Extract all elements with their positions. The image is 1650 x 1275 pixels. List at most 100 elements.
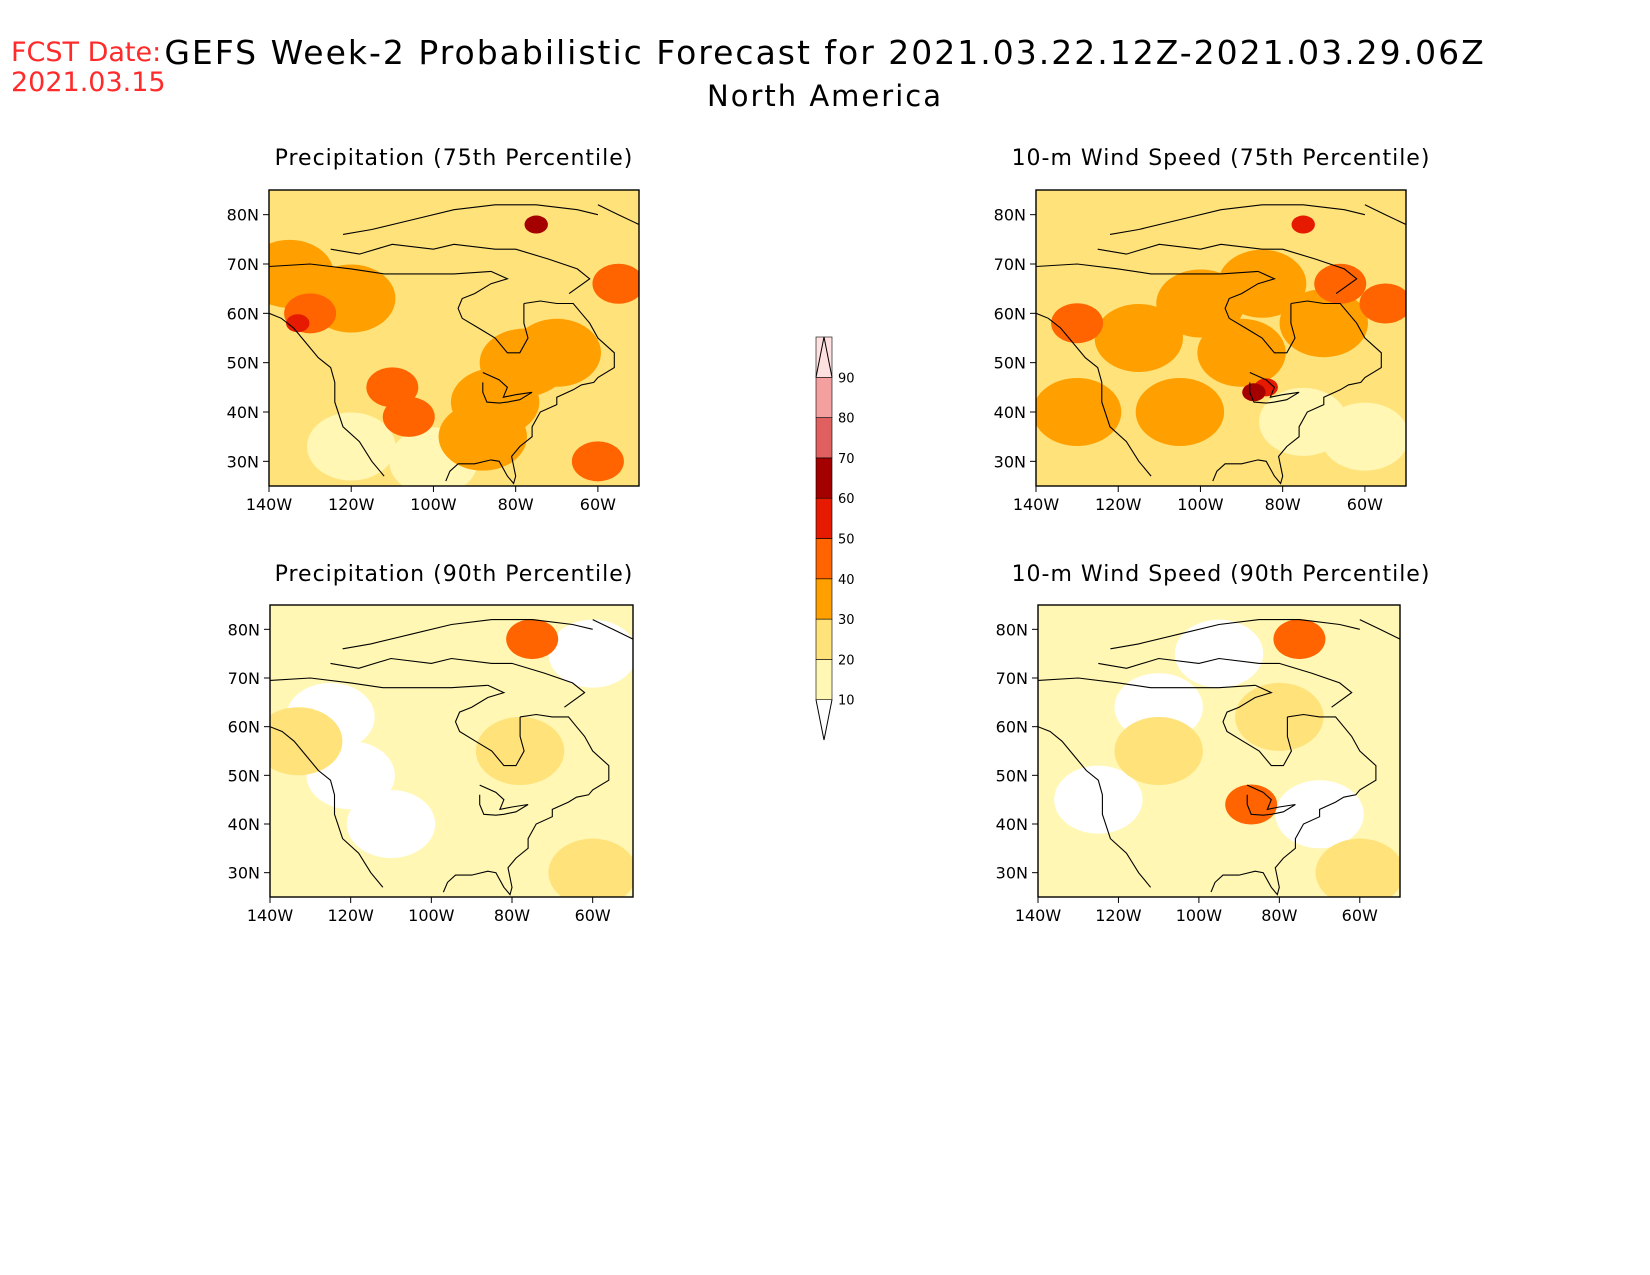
- coastline: [269, 312, 385, 477]
- coastline: [1036, 312, 1152, 477]
- colorbar-top-cap: [815, 336, 833, 378]
- probability-blob: [512, 318, 601, 387]
- y-tick-label: 80N: [228, 620, 260, 639]
- x-tick-label: 60W: [580, 495, 616, 514]
- panel-title: Precipitation (75th Percentile): [275, 146, 634, 171]
- x-tick-label: 140W: [1015, 906, 1062, 925]
- x-tick-label: 100W: [408, 906, 455, 925]
- y-tick-label: 30N: [996, 864, 1028, 883]
- y-tick-label: 70N: [228, 669, 260, 688]
- coastlines: [269, 204, 639, 485]
- colorbar-bin: [815, 376, 833, 418]
- coastline: [479, 784, 529, 816]
- x-tick-label: 100W: [410, 495, 457, 514]
- y-tick-label: 70N: [227, 255, 259, 274]
- colorbar-label: 80: [838, 412, 855, 427]
- probability-blob: [269, 239, 334, 308]
- x-tick-label: 80W: [494, 906, 530, 925]
- coastline: [457, 270, 529, 354]
- x-tick-label: 140W: [247, 906, 294, 925]
- coastlines: [270, 619, 633, 896]
- colorbar-label: 50: [838, 533, 855, 548]
- probability-blob: [1217, 249, 1307, 318]
- y-tick-label: 50N: [996, 766, 1028, 785]
- probability-shading: [1036, 215, 1406, 471]
- coastline: [1364, 204, 1406, 226]
- panel-title: 10-m Wind Speed (75th Percentile): [1012, 146, 1431, 171]
- coastlines: [1038, 619, 1400, 896]
- x-tick-label: 60W: [575, 906, 611, 925]
- x-tick-label: 60W: [1342, 906, 1378, 925]
- probability-blob: [1242, 383, 1266, 402]
- map-panel-3: Precipitation (90th Percentile) 140W 120W 1…: [228, 562, 634, 925]
- probability-blob: [1225, 784, 1278, 825]
- x-tick-label: 80W: [498, 495, 534, 514]
- probability-blob: [475, 717, 565, 785]
- coastline: [330, 243, 591, 295]
- x-tick-label: 100W: [1176, 906, 1223, 925]
- colorbar-bin: [815, 497, 833, 539]
- coastline: [270, 726, 384, 888]
- colorbar-label: 30: [838, 613, 855, 628]
- colorbar-bin: [815, 618, 833, 660]
- colorbar-label: 40: [838, 573, 855, 588]
- y-tick-label: 80N: [994, 206, 1026, 225]
- y-tick-label: 60N: [994, 304, 1026, 323]
- x-tick-label: 120W: [1095, 495, 1142, 514]
- probability-blob: [1135, 378, 1225, 446]
- coastline: [1246, 784, 1296, 816]
- colorbar: 10 20 30 40 50 60 70 80 90: [815, 336, 855, 741]
- colorbar-bin: [815, 457, 833, 499]
- y-tick-label: 70N: [994, 255, 1026, 274]
- x-tick-label: 120W: [1095, 906, 1142, 925]
- colorbar-bottom-cap: [815, 699, 833, 741]
- coastline: [342, 204, 599, 235]
- x-tick-label: 140W: [1013, 495, 1060, 514]
- y-tick-label: 30N: [227, 452, 259, 471]
- coastline: [1097, 243, 1358, 295]
- probability-blob: [1359, 283, 1406, 324]
- y-tick-label: 40N: [994, 403, 1026, 422]
- probability-blob: [1174, 619, 1264, 688]
- coastline: [1212, 300, 1382, 485]
- probability-blob: [382, 396, 435, 437]
- coastline: [454, 684, 525, 767]
- coastline: [1224, 270, 1296, 354]
- coastline: [1210, 713, 1377, 896]
- coastline: [1110, 619, 1360, 650]
- probability-blob: [1315, 838, 1400, 897]
- fcst-date-value: 2021.03.15: [11, 67, 166, 98]
- coastline: [1249, 371, 1300, 404]
- x-tick-label: 120W: [328, 495, 375, 514]
- coastline: [342, 619, 593, 650]
- colorbar-label: 10: [838, 694, 855, 709]
- y-tick-label: 60N: [228, 718, 260, 737]
- y-tick-label: 50N: [227, 354, 259, 373]
- probability-blob: [286, 314, 310, 333]
- x-tick-label: 80W: [1265, 495, 1301, 514]
- colorbar-bin: [815, 417, 833, 459]
- coastline: [1038, 726, 1152, 888]
- colorbar-bin: [815, 659, 833, 701]
- probability-shading: [270, 619, 633, 897]
- chart-title: GEFS Week-2 Probabilistic Forecast for 2…: [164, 33, 1486, 72]
- y-tick-label: 50N: [994, 354, 1026, 373]
- probability-blob: [270, 707, 343, 776]
- map-panel-4: 10-m Wind Speed (90th Percentile) 140W 120…: [996, 562, 1430, 925]
- probability-blob: [571, 441, 624, 482]
- probability-shading: [1054, 619, 1400, 897]
- coastline: [330, 657, 586, 708]
- probability-blob: [1054, 765, 1143, 834]
- probability-blob: [548, 619, 633, 688]
- probability-blob: [524, 215, 548, 234]
- probability-blob: [1036, 378, 1122, 446]
- probability-blob: [1314, 263, 1367, 304]
- colorbar-label: 60: [838, 492, 855, 507]
- coastline: [445, 300, 615, 485]
- coastline: [1109, 204, 1366, 235]
- colorbar-bin: [815, 336, 833, 378]
- x-tick-label: 80W: [1261, 906, 1297, 925]
- y-tick-label: 30N: [994, 452, 1026, 471]
- map-frame: [268, 189, 640, 487]
- colorbar-bin: [815, 538, 833, 580]
